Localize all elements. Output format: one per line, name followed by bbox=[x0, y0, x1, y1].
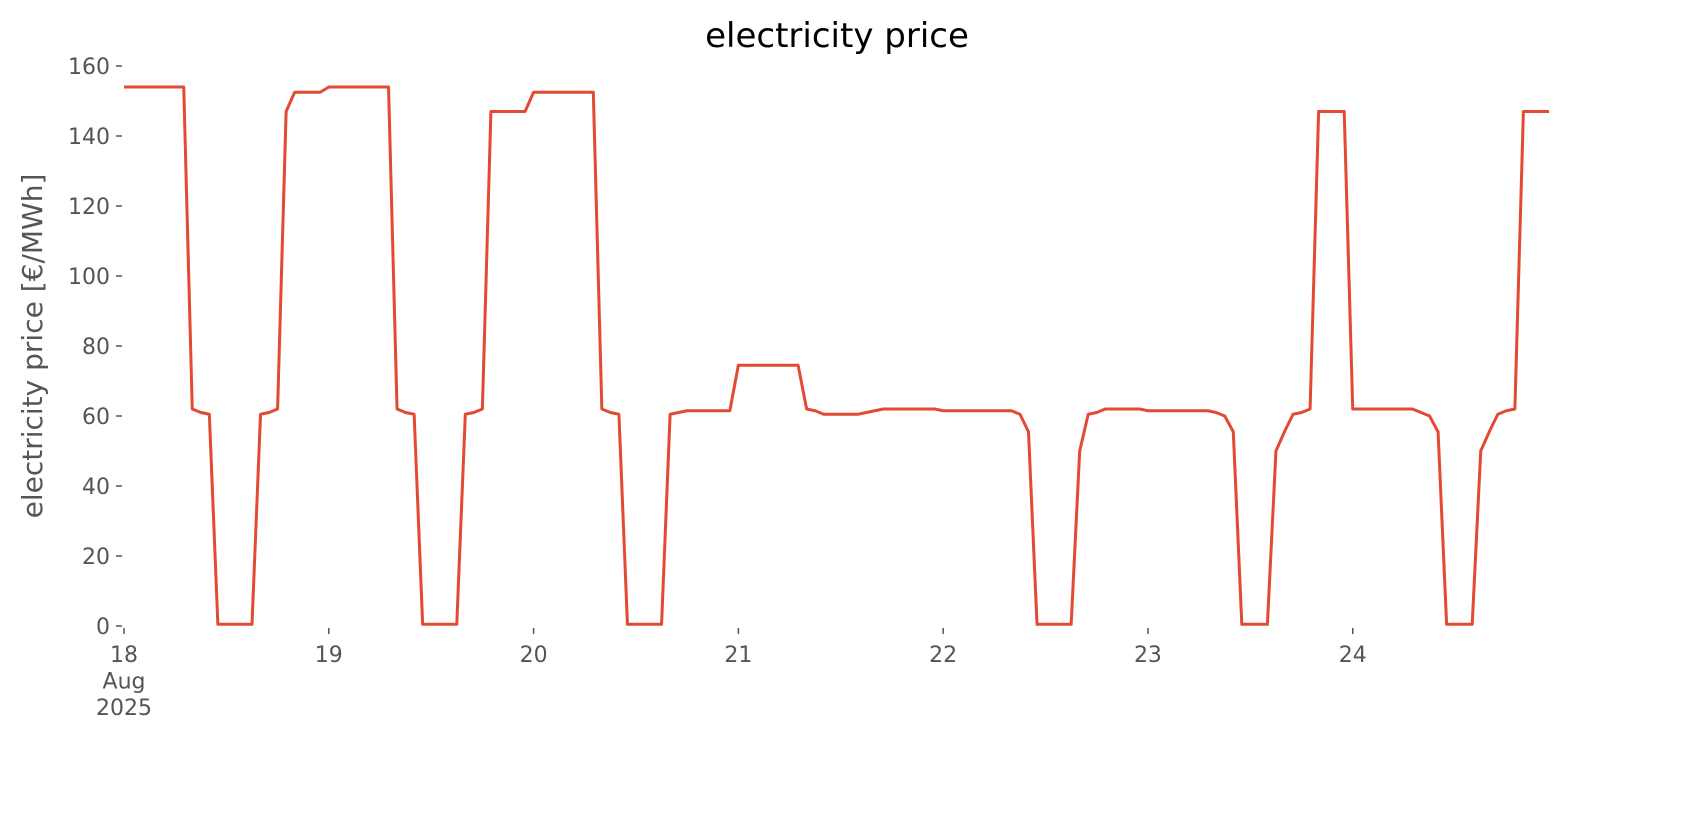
y-tick-label: 60 bbox=[82, 405, 110, 430]
y-tick-label: 120 bbox=[68, 195, 110, 220]
y-tick-label: 0 bbox=[96, 615, 110, 640]
x-tick-label: 23 bbox=[1134, 643, 1162, 668]
price-line bbox=[124, 85, 1549, 626]
y-tick-label: 140 bbox=[68, 125, 110, 150]
y-axis-label: electricity price [€/MWh] bbox=[16, 174, 49, 519]
x-tick-label: 19 bbox=[315, 643, 343, 668]
y-tick-label: 80 bbox=[82, 335, 110, 360]
chart-title: electricity price bbox=[705, 16, 969, 56]
x-tick-label: 20 bbox=[520, 643, 548, 668]
y-tick-label: 100 bbox=[68, 265, 110, 290]
x-tick-label: 18 Aug 2025 bbox=[96, 643, 152, 721]
y-tick-label: 20 bbox=[82, 545, 110, 570]
x-tick-label: 21 bbox=[724, 643, 752, 668]
y-tick-label: 40 bbox=[82, 475, 110, 500]
y-tick-label: 160 bbox=[68, 55, 110, 80]
x-tick-label: 24 bbox=[1339, 643, 1367, 668]
x-tick-label: 22 bbox=[929, 643, 957, 668]
